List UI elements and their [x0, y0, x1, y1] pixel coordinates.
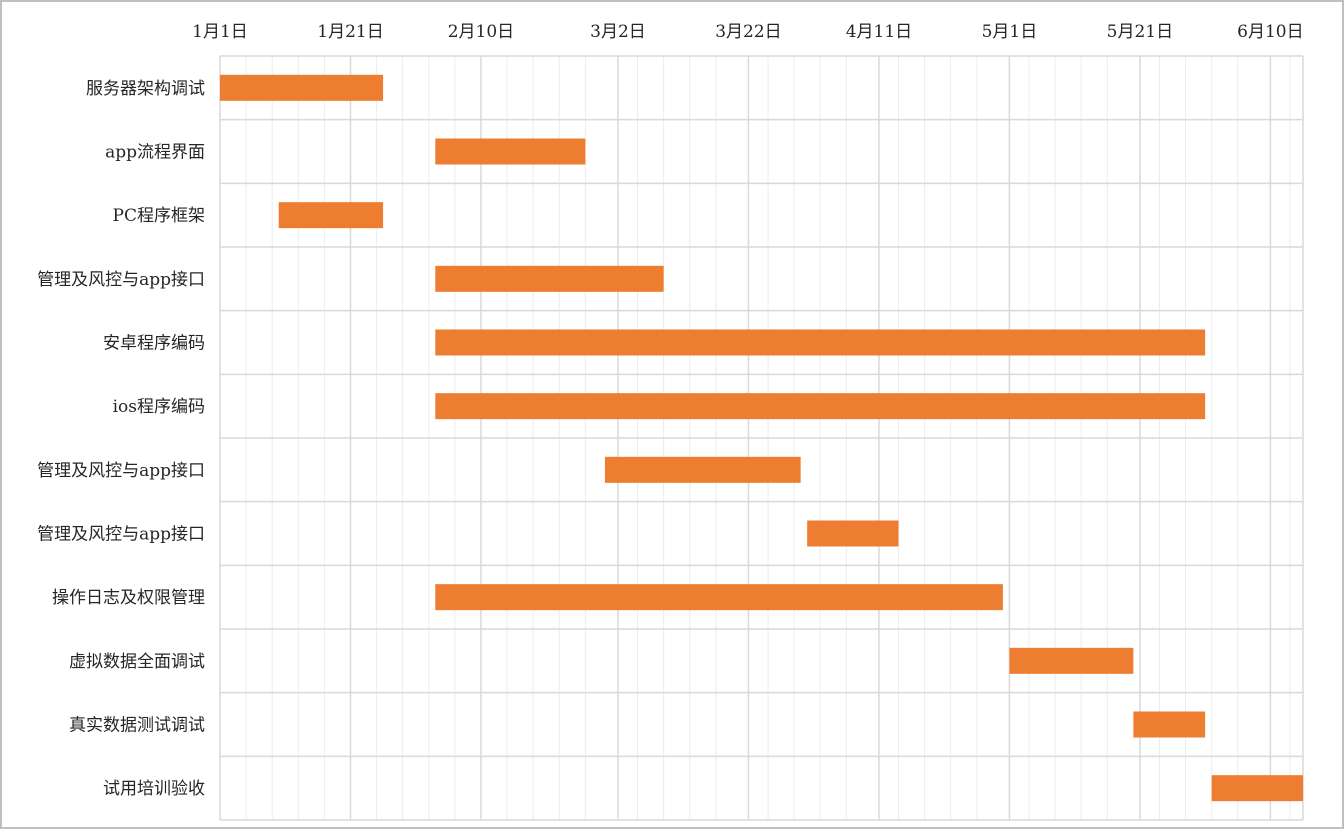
task-bar: [435, 329, 1206, 356]
task-label: 操作日志及权限管理: [52, 588, 205, 608]
task-bar: [1133, 711, 1206, 738]
task-bar: [435, 138, 586, 165]
task-bar: [435, 584, 1003, 611]
task-bar: [435, 265, 664, 292]
task-bars: [220, 74, 1303, 802]
task-label: 管理及风控与app接口: [37, 461, 205, 481]
x-tick-label: 1月1日: [192, 22, 248, 42]
task-bar: [1211, 775, 1303, 802]
task-label: 真实数据测试调试: [69, 716, 205, 736]
task-bar: [807, 520, 899, 547]
task-bar: [278, 202, 384, 229]
x-tick-label: 5月1日: [982, 22, 1038, 42]
task-bar: [604, 456, 801, 483]
task-label: 管理及风控与app接口: [37, 270, 205, 290]
x-tick-label: 3月22日: [715, 22, 781, 42]
task-label: 安卓程序编码: [103, 334, 205, 354]
x-tick-label: 5月21日: [1107, 22, 1173, 42]
task-bar: [220, 74, 384, 101]
task-label: 服务器架构调试: [86, 79, 205, 99]
x-tick-label: 3月2日: [590, 22, 646, 42]
task-label: 试用培训验收: [103, 779, 205, 799]
task-label: 虚拟数据全面调试: [69, 652, 205, 672]
x-tick-label: 1月21日: [317, 22, 383, 42]
task-label: app流程界面: [105, 143, 205, 163]
task-labels: 服务器架构调试app流程界面PC程序框架管理及风控与app接口安卓程序编码ios…: [37, 79, 205, 799]
task-label: PC程序框架: [113, 206, 205, 226]
row-separators: [220, 55, 1303, 821]
task-label: ios程序编码: [113, 397, 205, 417]
task-label: 管理及风控与app接口: [37, 525, 205, 545]
x-tick-label: 2月10日: [448, 22, 514, 42]
x-axis-ticks: 1月1日 1月21日 2月10日 3月2日 3月22日 4月11日 5月1日 5月21日 6月1…: [192, 22, 1303, 42]
x-tick-label: 4月11日: [846, 22, 912, 42]
task-bar: [1009, 647, 1134, 674]
x-tick-label: 6月10日: [1237, 22, 1303, 42]
task-bar: [435, 393, 1206, 420]
